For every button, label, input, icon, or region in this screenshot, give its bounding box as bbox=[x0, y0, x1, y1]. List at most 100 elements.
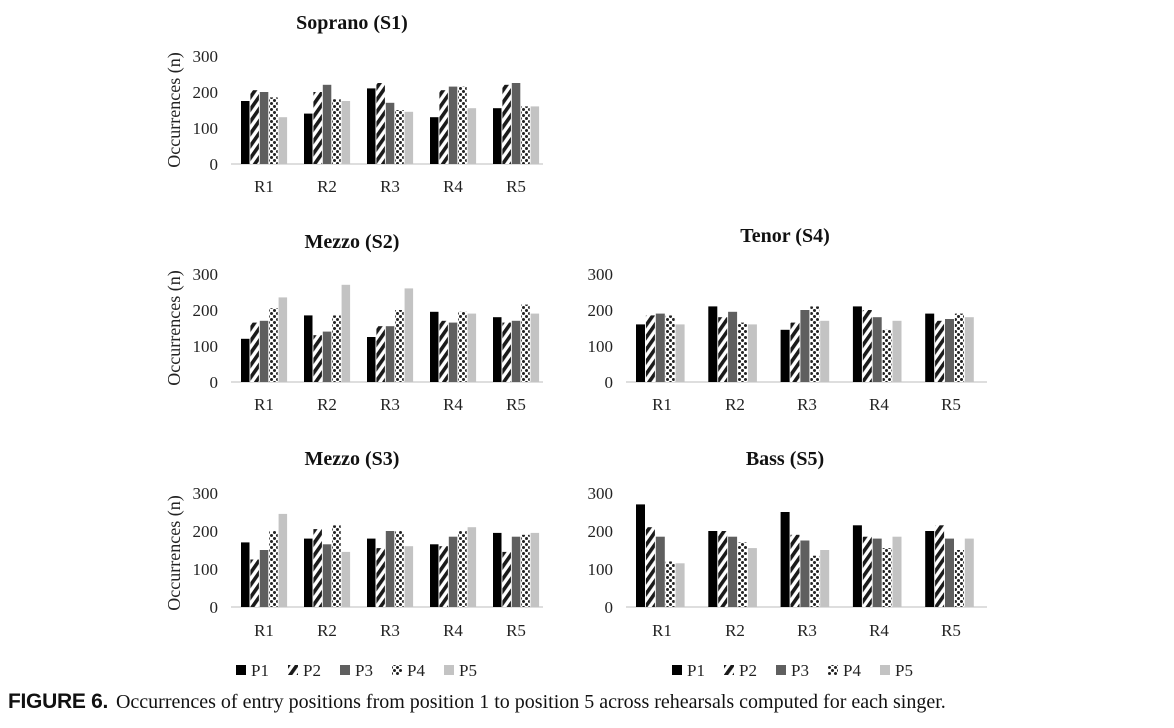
bar-r4-p5 bbox=[467, 313, 477, 382]
bar-r3-p4 bbox=[810, 306, 820, 382]
bar-r5-p2 bbox=[502, 322, 511, 382]
bar-r1-p3 bbox=[655, 313, 665, 382]
bar-r5-p3 bbox=[945, 538, 954, 607]
x-tick-label: R2 bbox=[725, 395, 745, 414]
bar-r5-p4 bbox=[954, 313, 964, 382]
chart-title: Mezzo (S3) bbox=[305, 448, 400, 470]
x-tick-label: R2 bbox=[725, 621, 745, 640]
bar-r5-p4 bbox=[521, 534, 530, 607]
chart-title: Bass (S5) bbox=[746, 448, 824, 470]
legend-swatch-p1 bbox=[236, 665, 246, 675]
bar-r3-p2 bbox=[376, 83, 385, 164]
x-tick-label: R3 bbox=[797, 395, 817, 414]
bar-r4-p5 bbox=[467, 108, 477, 164]
bar-r1-p2 bbox=[645, 527, 655, 607]
bar-r2-p5 bbox=[341, 284, 351, 382]
bar-r3-p3 bbox=[385, 102, 395, 164]
bar-r3-p3 bbox=[385, 531, 395, 607]
bar-r3-p5 bbox=[404, 546, 414, 607]
bar-r2-p3 bbox=[322, 331, 332, 382]
bar-r5-p3 bbox=[511, 320, 521, 382]
bar-r2-p4 bbox=[738, 322, 747, 382]
bar-r4-p2 bbox=[862, 536, 872, 607]
bar-r5-p1 bbox=[493, 317, 502, 382]
bar-r4-p4 bbox=[458, 531, 467, 607]
bar-r2-p1 bbox=[304, 315, 313, 382]
bar-r1-p1 bbox=[241, 338, 250, 382]
bar-r4-p4 bbox=[458, 311, 467, 382]
bar-r3-p3 bbox=[800, 540, 810, 607]
bar-r4-p4 bbox=[882, 548, 892, 607]
bar-r2-p2 bbox=[313, 335, 322, 382]
bar-r5-p2 bbox=[502, 551, 511, 607]
legend-label: P1 bbox=[251, 661, 269, 680]
bar-r3-p5 bbox=[404, 288, 414, 382]
y-tick-label: 0 bbox=[210, 598, 219, 617]
legend-label: P5 bbox=[895, 661, 913, 680]
x-tick-label: R5 bbox=[506, 395, 526, 414]
bar-r1-p4 bbox=[269, 308, 278, 382]
bar-r4-p3 bbox=[448, 322, 458, 382]
bar-r5-p5 bbox=[530, 106, 540, 164]
legend-label: P2 bbox=[739, 661, 757, 680]
y-tick-label: 100 bbox=[193, 337, 219, 356]
y-tick-label: 0 bbox=[605, 598, 614, 617]
legend-swatch-p4 bbox=[828, 665, 838, 675]
bar-r4-p2 bbox=[439, 90, 448, 164]
bar-r3-p2 bbox=[790, 322, 800, 382]
bar-r1-p1 bbox=[241, 542, 250, 607]
bar-r2-p3 bbox=[322, 84, 332, 164]
bar-r1-p5 bbox=[278, 297, 288, 382]
bar-group bbox=[241, 83, 540, 164]
legend-swatch-p5 bbox=[880, 665, 890, 675]
x-tick-label: R4 bbox=[443, 395, 463, 414]
y-tick-label: 200 bbox=[193, 522, 219, 541]
bar-r2-p4 bbox=[332, 525, 341, 607]
y-axis-label: Occurrences (n) bbox=[164, 495, 185, 610]
bar-r5-p3 bbox=[511, 83, 521, 164]
legend-label: P5 bbox=[459, 661, 477, 680]
bar-r4-p5 bbox=[892, 320, 902, 382]
x-tick-label: R1 bbox=[254, 177, 274, 196]
legend-label: P4 bbox=[407, 661, 425, 680]
bar-r2-p3 bbox=[322, 544, 332, 607]
figure-label: FIGURE 6. bbox=[8, 690, 108, 713]
y-tick-label: 300 bbox=[588, 484, 614, 503]
bar-r1-p4 bbox=[269, 531, 278, 607]
chart-bass-s5: Bass (S5) 300 200 100 0 R1 R2 R3 R4 R5 bbox=[588, 448, 987, 640]
bar-r2-p1 bbox=[708, 531, 718, 607]
bar-r4-p3 bbox=[448, 86, 458, 164]
bar-r4-p3 bbox=[448, 536, 458, 607]
bar-r2-p4 bbox=[332, 99, 341, 164]
bar-r3-p1 bbox=[367, 538, 376, 607]
bar-r3-p1 bbox=[367, 337, 376, 382]
bar-r5-p4 bbox=[521, 106, 530, 164]
chart-mezzo-s3: Mezzo (S3) Occurrences (n) 300 200 100 0… bbox=[164, 448, 543, 640]
x-tick-label: R2 bbox=[317, 177, 337, 196]
y-tick-label: 200 bbox=[193, 83, 219, 102]
bar-r3-p2 bbox=[376, 326, 385, 382]
bar-r1-p1 bbox=[241, 101, 250, 164]
chart-tenor-s4: Tenor (S4) 300 200 100 0 R1 R2 R3 R4 R5 bbox=[588, 225, 987, 414]
bar-r2-p4 bbox=[332, 315, 341, 382]
chart-soprano-s1: Soprano (S1) Occurrences (n) 300 200 100… bbox=[164, 12, 543, 196]
legend-swatch-p3 bbox=[776, 665, 786, 675]
bar-r4-p1 bbox=[852, 306, 862, 382]
bar-r3-p4 bbox=[810, 555, 820, 607]
bar-r4-p2 bbox=[439, 320, 448, 382]
bar-r1-p2 bbox=[250, 322, 259, 382]
bar-r1-p2 bbox=[250, 90, 259, 164]
x-tick-label: R1 bbox=[254, 395, 274, 414]
y-tick-label: 100 bbox=[588, 560, 614, 579]
bar-r4-p1 bbox=[852, 525, 862, 607]
bar-r3-p5 bbox=[820, 320, 830, 382]
y-tick-label: 100 bbox=[193, 560, 219, 579]
bar-r1-p1 bbox=[636, 324, 645, 382]
bar-r2-p5 bbox=[747, 324, 757, 382]
bar-r3-p5 bbox=[820, 550, 830, 607]
legend-swatch-p2 bbox=[288, 665, 298, 675]
bar-r3-p4 bbox=[395, 531, 404, 607]
bar-r3-p4 bbox=[395, 110, 404, 164]
legend-swatch-p1 bbox=[672, 665, 682, 675]
